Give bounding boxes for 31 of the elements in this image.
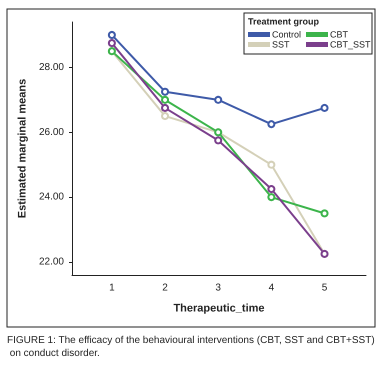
point [161,104,170,112]
point [214,136,222,144]
legend-label: CBT [330,30,348,40]
legend-label: Control [272,30,302,40]
legend-label: SST [272,40,290,50]
point [108,39,116,48]
x-tick-label: 1 [109,282,116,294]
y-tick-label: 22.00 [38,256,64,268]
point [267,120,276,128]
y-tick-label: 24.00 [38,192,64,203]
x-tick-label: 4 [268,282,275,294]
point [161,112,170,120]
point [214,96,222,104]
point [161,88,170,96]
legend-title: Treatment group [248,16,320,26]
point [161,96,170,104]
x-tick-label: 2 [162,282,168,294]
y-tick-label: 28.00 [38,62,64,73]
point [267,193,276,202]
caption: FIGURE 1: The efficacy of the behavioural interventions (CBT, SST and CBT+SST) on conduct disorder. [7,335,375,359]
y-axis-title: Estimated marginal means [16,78,29,218]
point [267,160,276,169]
x-axis-title: Therapeutic_time [173,302,265,314]
x-tick-label: 3 [215,282,222,294]
point [320,104,329,112]
point [320,209,329,218]
point [108,30,116,39]
point [267,185,276,194]
y-tick-label: 26.00 [38,126,64,138]
legend-label: CBT_SST [330,40,372,50]
x-tick-label: 5 [322,282,328,294]
